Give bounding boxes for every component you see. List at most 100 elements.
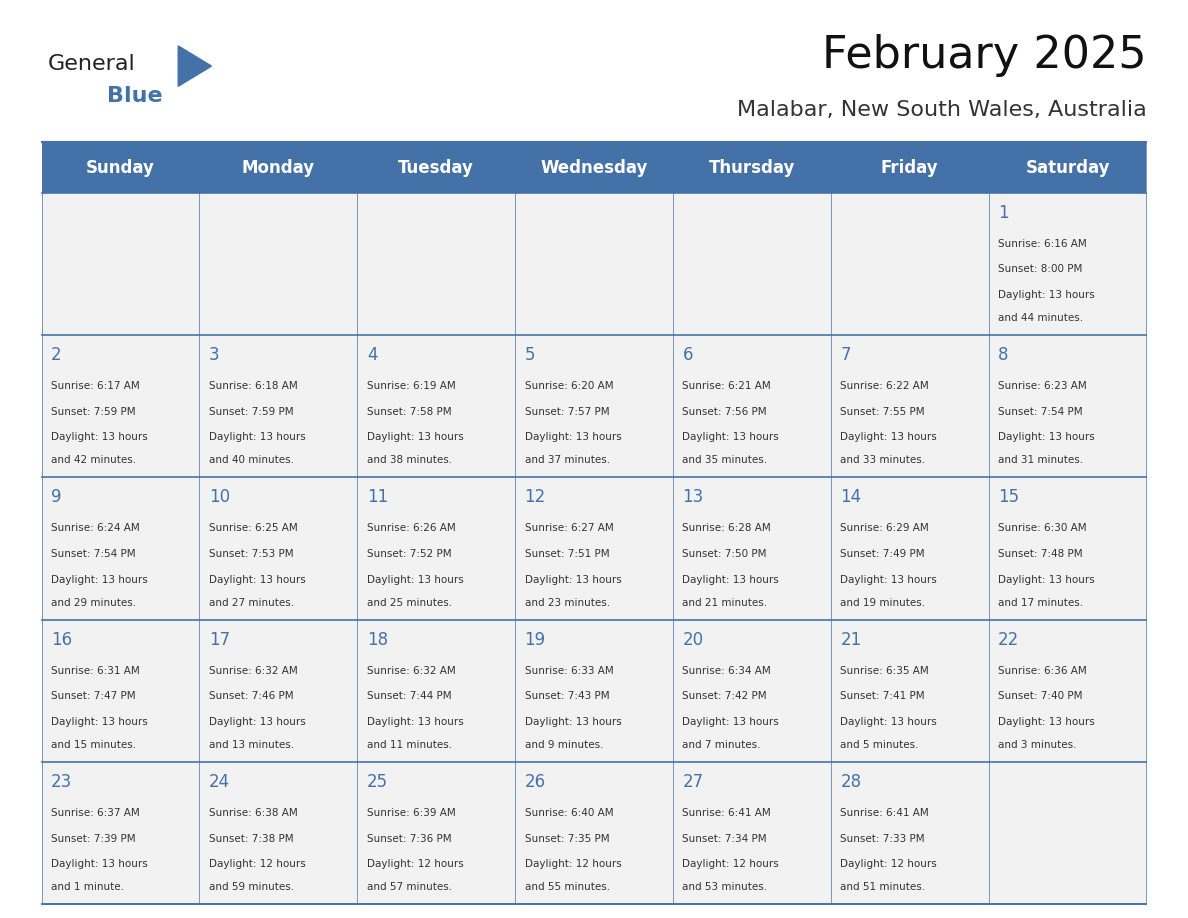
Text: and 44 minutes.: and 44 minutes. <box>998 313 1083 323</box>
Text: 6: 6 <box>682 346 693 364</box>
FancyBboxPatch shape <box>988 477 1146 620</box>
Text: and 7 minutes.: and 7 minutes. <box>682 740 762 750</box>
Text: and 13 minutes.: and 13 minutes. <box>209 740 295 750</box>
FancyBboxPatch shape <box>672 762 830 904</box>
FancyBboxPatch shape <box>200 620 358 762</box>
Text: Sunset: 7:53 PM: Sunset: 7:53 PM <box>209 549 293 559</box>
Text: Daylight: 12 hours: Daylight: 12 hours <box>840 859 937 869</box>
FancyBboxPatch shape <box>988 620 1146 762</box>
Text: Daylight: 13 hours: Daylight: 13 hours <box>682 432 779 442</box>
FancyBboxPatch shape <box>516 762 672 904</box>
Text: 18: 18 <box>367 631 387 649</box>
Text: Daylight: 12 hours: Daylight: 12 hours <box>367 859 463 869</box>
Text: Sunset: 7:43 PM: Sunset: 7:43 PM <box>525 691 609 701</box>
Text: and 29 minutes.: and 29 minutes. <box>51 598 137 608</box>
FancyBboxPatch shape <box>200 193 358 335</box>
Text: Sunset: 7:51 PM: Sunset: 7:51 PM <box>525 549 609 559</box>
Text: Daylight: 13 hours: Daylight: 13 hours <box>998 575 1095 585</box>
Text: Sunset: 8:00 PM: Sunset: 8:00 PM <box>998 264 1082 274</box>
Text: Sunset: 7:41 PM: Sunset: 7:41 PM <box>840 691 925 701</box>
Text: Sunday: Sunday <box>86 159 154 176</box>
Text: 10: 10 <box>209 488 230 507</box>
Text: 9: 9 <box>51 488 62 507</box>
Text: Sunset: 7:54 PM: Sunset: 7:54 PM <box>51 549 135 559</box>
Text: Daylight: 13 hours: Daylight: 13 hours <box>51 432 147 442</box>
Text: and 19 minutes.: and 19 minutes. <box>840 598 925 608</box>
Text: General: General <box>48 54 135 74</box>
Text: and 27 minutes.: and 27 minutes. <box>209 598 295 608</box>
Text: Sunset: 7:36 PM: Sunset: 7:36 PM <box>367 834 451 844</box>
FancyBboxPatch shape <box>988 193 1146 335</box>
Text: Daylight: 13 hours: Daylight: 13 hours <box>525 432 621 442</box>
Text: and 31 minutes.: and 31 minutes. <box>998 455 1083 465</box>
Text: and 21 minutes.: and 21 minutes. <box>682 598 767 608</box>
FancyBboxPatch shape <box>516 193 672 335</box>
Text: Sunrise: 6:28 AM: Sunrise: 6:28 AM <box>682 523 771 533</box>
FancyBboxPatch shape <box>988 335 1146 477</box>
FancyBboxPatch shape <box>672 620 830 762</box>
Polygon shape <box>178 46 211 86</box>
Text: and 25 minutes.: and 25 minutes. <box>367 598 451 608</box>
Text: 20: 20 <box>682 631 703 649</box>
Text: Sunrise: 6:30 AM: Sunrise: 6:30 AM <box>998 523 1087 533</box>
Text: and 23 minutes.: and 23 minutes. <box>525 598 609 608</box>
FancyBboxPatch shape <box>42 142 1146 193</box>
Text: and 9 minutes.: and 9 minutes. <box>525 740 604 750</box>
Text: 2: 2 <box>51 346 62 364</box>
FancyBboxPatch shape <box>672 477 830 620</box>
FancyBboxPatch shape <box>358 193 516 335</box>
Text: 8: 8 <box>998 346 1009 364</box>
Text: 7: 7 <box>840 346 851 364</box>
Text: Sunrise: 6:27 AM: Sunrise: 6:27 AM <box>525 523 613 533</box>
Text: Daylight: 13 hours: Daylight: 13 hours <box>209 575 305 585</box>
Text: Sunrise: 6:36 AM: Sunrise: 6:36 AM <box>998 666 1087 676</box>
Text: 25: 25 <box>367 773 387 791</box>
Text: 13: 13 <box>682 488 703 507</box>
Text: Sunset: 7:48 PM: Sunset: 7:48 PM <box>998 549 1082 559</box>
Text: Friday: Friday <box>880 159 939 176</box>
Text: Sunrise: 6:25 AM: Sunrise: 6:25 AM <box>209 523 298 533</box>
Text: Sunrise: 6:23 AM: Sunrise: 6:23 AM <box>998 381 1087 391</box>
Text: Daylight: 13 hours: Daylight: 13 hours <box>840 575 937 585</box>
Text: Sunrise: 6:22 AM: Sunrise: 6:22 AM <box>840 381 929 391</box>
Text: Daylight: 13 hours: Daylight: 13 hours <box>51 575 147 585</box>
Text: Sunset: 7:40 PM: Sunset: 7:40 PM <box>998 691 1082 701</box>
Text: and 5 minutes.: and 5 minutes. <box>840 740 918 750</box>
Text: Saturday: Saturday <box>1025 159 1110 176</box>
FancyBboxPatch shape <box>830 477 988 620</box>
FancyBboxPatch shape <box>200 335 358 477</box>
Text: Daylight: 13 hours: Daylight: 13 hours <box>51 859 147 869</box>
FancyBboxPatch shape <box>42 477 200 620</box>
Text: Daylight: 13 hours: Daylight: 13 hours <box>51 717 147 727</box>
FancyBboxPatch shape <box>830 335 988 477</box>
FancyBboxPatch shape <box>358 477 516 620</box>
Text: Sunset: 7:54 PM: Sunset: 7:54 PM <box>998 407 1082 417</box>
Text: Sunset: 7:35 PM: Sunset: 7:35 PM <box>525 834 609 844</box>
Text: Sunrise: 6:39 AM: Sunrise: 6:39 AM <box>367 808 455 818</box>
Text: 5: 5 <box>525 346 535 364</box>
Text: February 2025: February 2025 <box>822 34 1146 76</box>
Text: Sunset: 7:57 PM: Sunset: 7:57 PM <box>525 407 609 417</box>
Text: Sunset: 7:56 PM: Sunset: 7:56 PM <box>682 407 767 417</box>
Text: Daylight: 13 hours: Daylight: 13 hours <box>367 575 463 585</box>
Text: Thursday: Thursday <box>709 159 795 176</box>
Text: and 40 minutes.: and 40 minutes. <box>209 455 293 465</box>
Text: Sunrise: 6:32 AM: Sunrise: 6:32 AM <box>367 666 455 676</box>
Text: 12: 12 <box>525 488 545 507</box>
FancyBboxPatch shape <box>42 193 200 335</box>
Text: Daylight: 13 hours: Daylight: 13 hours <box>840 432 937 442</box>
FancyBboxPatch shape <box>200 762 358 904</box>
Text: Sunset: 7:58 PM: Sunset: 7:58 PM <box>367 407 451 417</box>
Text: Daylight: 13 hours: Daylight: 13 hours <box>998 432 1095 442</box>
Text: Sunrise: 6:26 AM: Sunrise: 6:26 AM <box>367 523 455 533</box>
Text: Sunset: 7:46 PM: Sunset: 7:46 PM <box>209 691 293 701</box>
Text: 28: 28 <box>840 773 861 791</box>
Text: Sunrise: 6:16 AM: Sunrise: 6:16 AM <box>998 239 1087 249</box>
FancyBboxPatch shape <box>42 620 200 762</box>
Text: and 51 minutes.: and 51 minutes. <box>840 882 925 892</box>
Text: and 1 minute.: and 1 minute. <box>51 882 124 892</box>
Text: Daylight: 13 hours: Daylight: 13 hours <box>367 717 463 727</box>
Text: 3: 3 <box>209 346 220 364</box>
Text: and 53 minutes.: and 53 minutes. <box>682 882 767 892</box>
FancyBboxPatch shape <box>358 620 516 762</box>
